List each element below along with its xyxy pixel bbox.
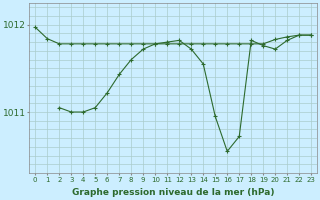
X-axis label: Graphe pression niveau de la mer (hPa): Graphe pression niveau de la mer (hPa): [72, 188, 275, 197]
